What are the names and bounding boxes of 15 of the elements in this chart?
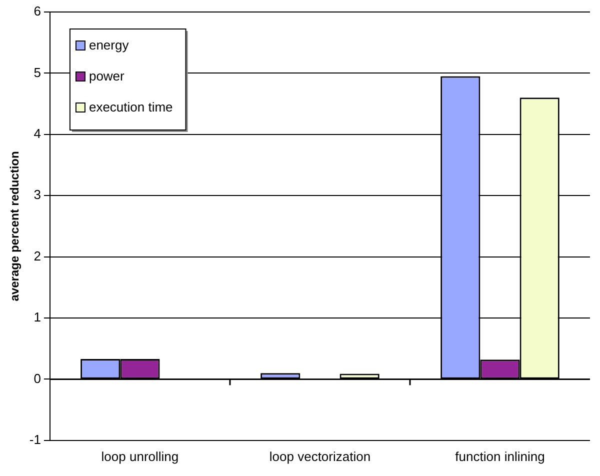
y-tick-label: -1 <box>29 432 41 447</box>
y-tick-label: 3 <box>34 187 41 202</box>
y-tick-label: 1 <box>34 310 41 325</box>
y-tick-label: 6 <box>34 4 41 19</box>
x-tick-label: function inlining <box>455 448 545 464</box>
legend-label: execution time <box>88 100 173 115</box>
y-tick-label: 2 <box>34 248 41 264</box>
y-axis-title: average percent reduction <box>8 151 22 302</box>
x-tick-label: loop unrolling <box>101 448 179 464</box>
legend-label: power <box>88 68 126 84</box>
x-tick-label: loop vectorization <box>269 448 371 464</box>
y-tick-label: 4 <box>34 126 41 141</box>
legend-label: energy <box>88 38 130 53</box>
y-tick-label: 0 <box>34 370 41 386</box>
y-tick-label: 5 <box>34 64 41 80</box>
